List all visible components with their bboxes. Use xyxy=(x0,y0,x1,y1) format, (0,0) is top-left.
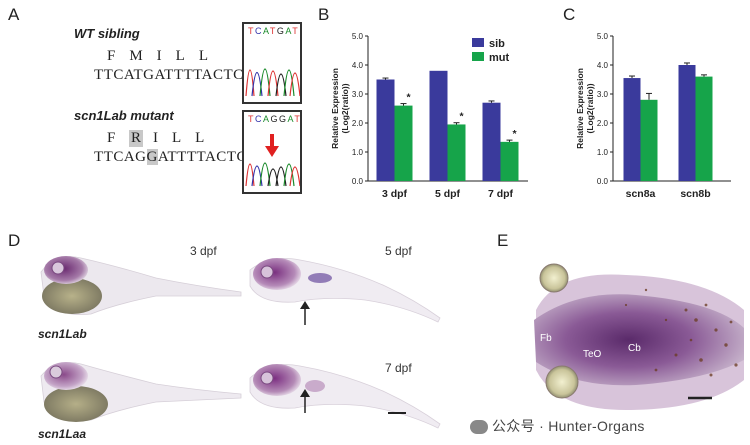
wt-chromatogram: TCATGAT xyxy=(242,22,302,104)
mutant-chromatogram: TCAGGAT xyxy=(242,110,302,194)
legend-swatch-mut xyxy=(472,52,484,61)
mut-nt-pre: TTCAG xyxy=(94,149,147,165)
panel-label-c: C xyxy=(563,5,576,24)
wt-chrom-bases: TCATGAT xyxy=(248,26,300,36)
panel-label-b: B xyxy=(318,5,330,24)
row-label-scn1laa: scn1Laa xyxy=(38,427,87,441)
bar-mut xyxy=(447,124,466,181)
legend-label-sib: sib xyxy=(489,38,505,50)
bar-sib xyxy=(429,70,448,181)
mut-chrom-bases: TCAGGAT xyxy=(248,114,302,124)
bar-mut xyxy=(640,99,658,181)
bar-mut xyxy=(394,105,413,181)
fish-scn1lab-5dpf-image xyxy=(249,257,441,323)
mutant-title: scn1Lab mutant xyxy=(74,108,174,123)
label-7dpf: 7 dpf xyxy=(385,361,412,375)
y-tick-label: 2.0 xyxy=(352,119,364,128)
mut-nt-post: ATTTTACTC xyxy=(157,149,247,165)
significance-star: * xyxy=(512,128,517,140)
mut-aa-post: ILL xyxy=(153,130,219,146)
mut-aa-highlight: R xyxy=(129,130,143,147)
y-tick-label: 0.0 xyxy=(597,177,609,186)
label-3dpf: 3 dpf xyxy=(190,244,217,258)
fish-scn1laa-3dpf-image xyxy=(40,362,242,422)
legend-swatch-sib xyxy=(472,38,484,47)
x-tick-label: scn8b xyxy=(680,188,710,200)
x-tick-label: 5 dpf xyxy=(435,188,461,200)
y-tick-label: 4.0 xyxy=(597,61,609,70)
y-tick-label: 0.0 xyxy=(352,177,364,186)
bar-sib xyxy=(482,102,501,181)
panel-label-e: E xyxy=(497,231,509,250)
y-axis-label: Relative Expression xyxy=(330,68,340,149)
chart-b: Relative Expression (Log2(ratio)) 0.0 1.0 2.… xyxy=(330,32,528,200)
arrow-up-icon-5dpf xyxy=(300,301,310,325)
wt-chrom-trace xyxy=(245,68,300,97)
y-tick-label: 5.0 xyxy=(597,32,609,41)
watermark-text: 公众号 · Hunter-Organs xyxy=(492,418,645,434)
wt-sibling-title: WT sibling xyxy=(74,26,140,41)
bar-mut xyxy=(500,141,519,181)
fish-scn1laa-7dpf-image xyxy=(249,364,441,429)
y-tick-label: 3.0 xyxy=(597,90,609,99)
significance-star: * xyxy=(406,92,411,104)
arrow-up-icon-7dpf xyxy=(300,389,310,413)
fish-scn1lab-3dpf-image xyxy=(40,256,242,315)
bar-sib xyxy=(623,78,641,181)
wt-nucleotides: TTCATGATTTTACTC xyxy=(94,67,244,83)
mut-nt-highlight: G xyxy=(146,149,158,165)
y-axis-label-2: (Log2(ratio)) xyxy=(340,83,350,133)
row-label-scn1lab: scn1Lab xyxy=(38,327,87,341)
bar-mut xyxy=(695,76,713,181)
panel-label-a: A xyxy=(8,5,20,24)
bar-sib xyxy=(376,79,395,181)
y-tick-label: 2.0 xyxy=(597,119,609,128)
label-5dpf: 5 dpf xyxy=(385,244,412,258)
panel-label-d: D xyxy=(8,231,21,250)
x-tick-label: scn8a xyxy=(626,188,656,200)
y-axis-label-2: (Log2(ratio)) xyxy=(585,83,595,133)
chart-c: Relative Expression (Log2(ratio)) 0.0 1.0 2.… xyxy=(575,32,731,200)
y-tick-label: 1.0 xyxy=(352,148,364,157)
mut-aa-pre: F xyxy=(107,130,116,146)
y-tick-label: 4.0 xyxy=(352,61,364,70)
wt-amino-acids: FMILL xyxy=(107,48,222,64)
scale-bar-d xyxy=(388,412,406,414)
x-tick-label: 3 dpf xyxy=(382,188,408,200)
bar-sib xyxy=(678,65,696,181)
wechat-icon xyxy=(470,420,488,435)
significance-star: * xyxy=(459,111,464,123)
y-tick-label: 3.0 xyxy=(352,90,364,99)
label-fb: Fb xyxy=(540,333,552,344)
label-cb: Cb xyxy=(628,343,641,354)
y-axis-label: Relative Expression xyxy=(575,68,585,149)
mutant-amino-acids: F R ILL xyxy=(107,130,218,147)
red-arrow-icon xyxy=(265,134,279,157)
mutant-nucleotides: TTCAGGATTTTACTC xyxy=(94,149,247,166)
mut-chrom-trace xyxy=(245,134,300,187)
y-tick-label: 1.0 xyxy=(597,148,609,157)
legend-label-mut: mut xyxy=(489,52,510,64)
zebrafish-head-dorsal-image xyxy=(516,250,744,430)
watermark: 公众号 · Hunter-Organs xyxy=(470,416,645,436)
label-teo: TeO xyxy=(583,349,602,360)
y-tick-label: 5.0 xyxy=(352,32,364,41)
x-tick-label: 7 dpf xyxy=(488,188,514,200)
